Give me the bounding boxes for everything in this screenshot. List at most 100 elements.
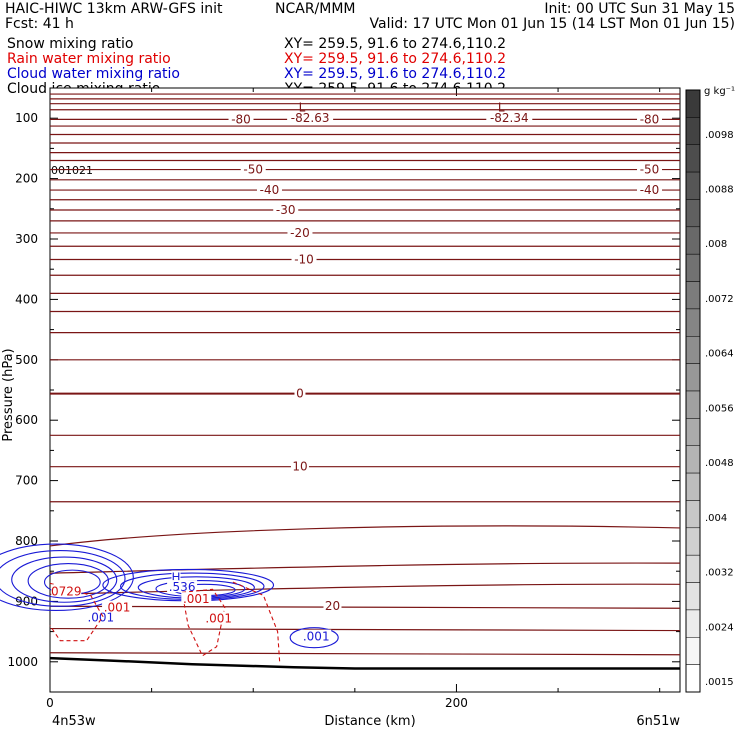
y-tick-label: 1000 xyxy=(7,655,38,669)
isotherm-label: 0 xyxy=(296,387,304,401)
colorbar-label: .0072 xyxy=(705,294,734,305)
colorbar-segment xyxy=(685,171,701,200)
colorbar-segment xyxy=(685,253,701,282)
y-tick-label: 300 xyxy=(15,232,38,246)
isotherm-label-bg xyxy=(256,183,282,196)
endpoint-left-label: 4n53w xyxy=(52,714,96,729)
org-label: NCAR/MMM xyxy=(275,1,356,17)
isotherm-label-bg xyxy=(637,183,663,196)
rain-water-contour xyxy=(181,588,226,657)
isotherm-label-bg xyxy=(290,459,309,472)
cloud-water-label-bg xyxy=(171,570,181,583)
isotherm-label-bg xyxy=(637,112,663,125)
colorbar-segment xyxy=(685,664,701,693)
rain-water-label: .001 xyxy=(205,612,232,626)
colorbar-label: .0098 xyxy=(705,130,734,141)
cloud-water-label-bg xyxy=(301,629,332,642)
colorbar-segment xyxy=(685,637,701,665)
isotherm-line xyxy=(49,583,681,595)
colorbar-segment xyxy=(685,390,701,419)
isotherm-label-bg xyxy=(323,599,342,612)
colorbar-segment xyxy=(685,117,701,145)
colorbar-segment xyxy=(685,527,701,556)
y-tick-label: 700 xyxy=(15,474,38,488)
plot-frame xyxy=(49,87,681,693)
y-tick-label: 500 xyxy=(15,353,38,367)
y-tick-label: 800 xyxy=(15,534,38,548)
cloud-water-label: .536 xyxy=(169,580,196,594)
rain-water-label-bg xyxy=(181,592,212,605)
y-tick-label: 400 xyxy=(15,292,38,306)
terrain-line xyxy=(49,656,680,670)
x-tick-label: 200 xyxy=(445,696,468,710)
cloud-water-label-bg xyxy=(167,580,198,593)
colorbar-segment xyxy=(685,472,701,501)
isotherm-label: -50 xyxy=(243,163,263,177)
isotherm-label: -40 xyxy=(640,183,660,197)
colorbar-label: .0032 xyxy=(705,568,734,579)
corner-note: 001021 xyxy=(51,164,93,177)
isotherm-label: 10 xyxy=(292,460,307,474)
colorbar-segment xyxy=(685,609,701,638)
cloud-water-contour xyxy=(11,556,118,603)
colorbar-segment xyxy=(685,418,701,446)
isotherm-label: -40 xyxy=(260,183,280,197)
isotherm-label: -30 xyxy=(276,203,296,217)
colorbar-segment xyxy=(685,363,701,392)
colorbar-label: .0015 xyxy=(705,677,734,688)
isotherm-label-bg xyxy=(287,111,334,124)
colorbar-segment xyxy=(685,582,701,611)
colorbar-unit: g kg⁻¹ xyxy=(704,86,735,97)
field-label: Cloud water mixing ratio xyxy=(7,66,180,82)
colorbar-segment xyxy=(685,281,701,310)
isotherm-label-bg xyxy=(486,111,533,124)
isotherm-extremum: L xyxy=(498,100,505,114)
isotherm-label: -82.34 xyxy=(490,111,529,125)
y-tick-label: 600 xyxy=(15,413,38,427)
x-tick-label: 0 xyxy=(46,696,54,710)
colorbar-segment xyxy=(685,199,701,228)
colorbar-segment xyxy=(685,226,701,255)
isotherm-line xyxy=(49,627,681,632)
isotherm-label: 20 xyxy=(325,599,340,613)
colorbar-segment xyxy=(685,89,701,118)
colorbar-label: .004 xyxy=(705,513,727,524)
colorbar-segment xyxy=(685,554,701,583)
field-xy-label: XY= 259.5, 91.6 to 274.6,110.2 xyxy=(284,36,506,52)
isotherm-label: -10 xyxy=(294,253,314,267)
cloud-water-label: H xyxy=(171,570,180,584)
isotherm-line xyxy=(49,652,681,656)
field-label: Rain water mixing ratio xyxy=(7,51,171,67)
isotherm-label: -82.63 xyxy=(291,111,330,125)
colorbar-frame xyxy=(685,89,701,693)
init-time: Init: 00 UTC Sun 31 May 15 xyxy=(544,1,735,17)
valid-time: Valid: 17 UTC Mon 01 Jun 15 (14 LST Mon … xyxy=(370,16,735,32)
y-tick-label: 200 xyxy=(15,172,38,186)
rain-water-label: 0729 xyxy=(51,584,82,598)
colorbar-segment xyxy=(685,445,701,474)
isotherm-label: -20 xyxy=(290,226,310,240)
cloud-water-group: H.536 .001 .001 xyxy=(0,543,339,649)
rain-water-label-bg xyxy=(203,611,234,624)
colorbar: g kg⁻¹ .0098 .0088 .008 .0072 .0064 .0056 .0048… xyxy=(685,86,735,693)
rain-water-label: .001 xyxy=(104,601,131,615)
isotherm-label: -80 xyxy=(640,112,660,126)
isotherm-label-bg xyxy=(228,112,254,125)
colorbar-segment xyxy=(685,500,701,529)
y-axis-label: Pressure (hPa) xyxy=(1,348,16,441)
isotherm-label: -80 xyxy=(231,112,251,126)
isotherm-extremum: L xyxy=(299,100,306,114)
colorbar-label: .0088 xyxy=(705,185,734,196)
colorbar-label: .0064 xyxy=(705,349,734,360)
rain-water-contour xyxy=(232,581,281,662)
isotherm-label-bg xyxy=(637,162,663,175)
colorbar-label: .0048 xyxy=(705,458,734,469)
endpoint-right-label: 6n51w xyxy=(636,714,680,729)
isotherm-label-bg xyxy=(273,203,299,216)
cloud-water-contour xyxy=(27,563,109,599)
colorbar-label: .0056 xyxy=(705,403,734,414)
